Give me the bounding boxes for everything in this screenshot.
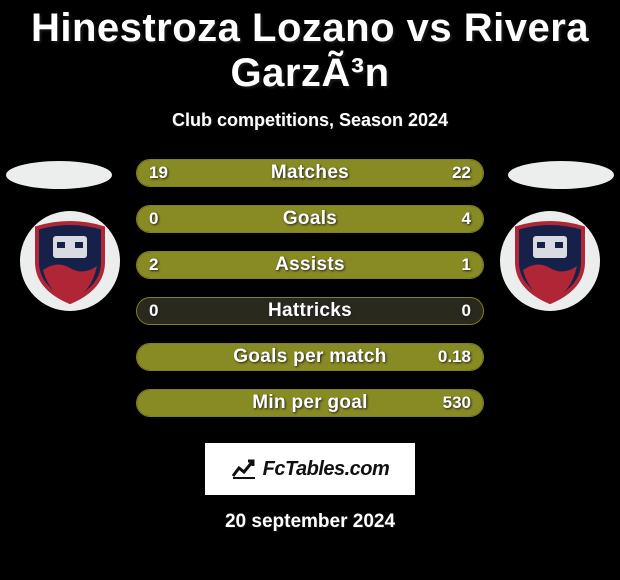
- stat-label: Hattricks: [137, 300, 483, 322]
- stat-bar-fill-left: [137, 252, 368, 278]
- stat-bar: Min per goal 530: [136, 389, 484, 417]
- chart-arrow-icon: [231, 458, 257, 480]
- stat-bar: 0 Goals 4: [136, 205, 484, 233]
- stat-bar-fill-left: [137, 160, 297, 186]
- stat-bar-fill-right: [137, 344, 483, 370]
- player-left-silhouette-base: [6, 161, 112, 189]
- stat-bar-fill-right: [137, 206, 483, 232]
- stat-bar: 0 Hattricks 0: [136, 297, 484, 325]
- stat-bar: Goals per match 0.18: [136, 343, 484, 371]
- club-crest-icon: [31, 218, 109, 304]
- stat-bar-fill-right: [137, 390, 483, 416]
- stat-value-right: 0: [462, 301, 471, 321]
- stat-bar: 19 Matches 22: [136, 159, 484, 187]
- player-right-silhouette-base: [508, 161, 614, 189]
- comparison-area: 19 Matches 22 0 Goals 4 2 Assists 1 0 Ha…: [0, 159, 620, 429]
- stat-bars: 19 Matches 22 0 Goals 4 2 Assists 1 0 Ha…: [136, 159, 484, 435]
- date-line: 20 september 2024: [0, 511, 620, 533]
- club-crest-icon: [511, 218, 589, 304]
- subtitle: Club competitions, Season 2024: [0, 110, 620, 131]
- attribution-text: FcTables.com: [263, 458, 390, 481]
- stat-bar: 2 Assists 1: [136, 251, 484, 279]
- stat-bar-fill-right: [368, 252, 483, 278]
- stat-value-left: 0: [149, 301, 158, 321]
- attribution-box: FcTables.com: [205, 443, 415, 495]
- club-badge-left: [20, 211, 120, 311]
- club-badge-right: [500, 211, 600, 311]
- stat-bar-fill-right: [297, 160, 483, 186]
- page-title: Hinestroza Lozano vs Rivera GarzÃ³n: [0, 0, 620, 96]
